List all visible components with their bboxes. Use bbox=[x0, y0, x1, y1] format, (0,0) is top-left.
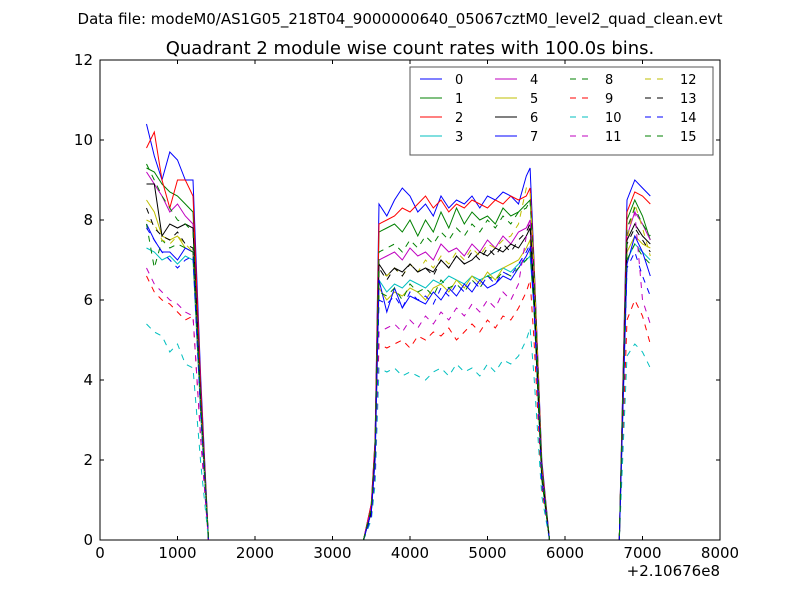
series-line-8-segment-2 bbox=[363, 250, 550, 541]
series-line-4-segment-3 bbox=[611, 210, 651, 541]
legend-label-10: 10 bbox=[605, 111, 622, 126]
series-line-13-segment-2 bbox=[363, 223, 550, 541]
series-line-14-segment-2 bbox=[363, 243, 550, 541]
y-tick-label: 8 bbox=[83, 211, 93, 229]
series-line-7-segment-2 bbox=[363, 246, 550, 541]
series-line-12-segment-2 bbox=[363, 186, 550, 541]
legend-label-9: 9 bbox=[605, 92, 613, 107]
series-line-11-segment-2 bbox=[363, 219, 550, 541]
legend-label-14: 14 bbox=[680, 111, 697, 126]
x-tick-label: 5000 bbox=[468, 544, 506, 562]
legend-label-7: 7 bbox=[530, 130, 538, 145]
series-line-15-segment-1 bbox=[146, 163, 217, 541]
series-line-15-segment-2 bbox=[363, 199, 550, 541]
x-tick-label: 4000 bbox=[391, 544, 429, 562]
series-line-9-segment-2 bbox=[363, 279, 550, 541]
series-line-15-segment-3 bbox=[611, 206, 651, 541]
y-tick-label: 12 bbox=[74, 51, 93, 69]
series-line-12-segment-3 bbox=[611, 202, 651, 541]
series-line-9-segment-3 bbox=[611, 298, 651, 541]
series-line-1-segment-2 bbox=[363, 198, 550, 541]
x-tick-label: 3000 bbox=[313, 544, 351, 562]
plot-lines bbox=[146, 123, 651, 541]
series-line-11-segment-3 bbox=[611, 210, 651, 541]
legend-label-1: 1 bbox=[455, 92, 463, 107]
legend-box bbox=[409, 66, 714, 156]
series-line-10-segment-3 bbox=[611, 343, 651, 541]
legend-label-3: 3 bbox=[455, 130, 463, 145]
legend-label-2: 2 bbox=[455, 111, 463, 126]
series-line-10-segment-2 bbox=[363, 327, 550, 541]
legend-label-5: 5 bbox=[530, 92, 538, 107]
series-line-2-segment-1 bbox=[146, 130, 217, 541]
figure-suptitle: Data file: modeM0/AS1G05_218T04_90000006… bbox=[78, 10, 723, 29]
x-tick-label: 8000 bbox=[701, 544, 739, 562]
legend-label-4: 4 bbox=[530, 73, 538, 88]
legend-label-6: 6 bbox=[530, 111, 538, 126]
series-line-14-segment-1 bbox=[146, 227, 217, 541]
x-tick-label: 1000 bbox=[158, 544, 196, 562]
x-tick-label: 2000 bbox=[236, 544, 274, 562]
series-line-0-segment-2 bbox=[363, 167, 550, 541]
legend-label-13: 13 bbox=[680, 92, 697, 107]
series-line-5-segment-2 bbox=[363, 238, 550, 541]
series-line-8-segment-3 bbox=[611, 242, 651, 541]
chart-title: Quadrant 2 module wise count rates with … bbox=[166, 38, 655, 59]
y-tick-label: 2 bbox=[83, 451, 93, 469]
legend-label-11: 11 bbox=[605, 130, 622, 145]
legend-label-0: 0 bbox=[455, 73, 463, 88]
y-tick-label: 4 bbox=[83, 371, 93, 389]
x-tick-label: 6000 bbox=[546, 544, 584, 562]
x-axis: 0 1000 2000 3000 4000 5000 6000 7000 8000 bbox=[95, 60, 739, 562]
x-tick-label: 7000 bbox=[623, 544, 661, 562]
legend-label-15: 15 bbox=[680, 130, 697, 145]
series-line-11-segment-1 bbox=[146, 267, 217, 541]
y-tick-label: 10 bbox=[74, 131, 93, 149]
series-line-6-segment-2 bbox=[363, 227, 550, 541]
series-line-13-segment-3 bbox=[611, 226, 651, 541]
series-line-14-segment-3 bbox=[611, 250, 651, 541]
legend-label-12: 12 bbox=[680, 73, 697, 88]
series-line-3-segment-3 bbox=[611, 243, 651, 541]
series-line-8-segment-1 bbox=[146, 223, 217, 541]
series-line-10-segment-1 bbox=[146, 323, 217, 541]
series-line-6-segment-3 bbox=[611, 222, 651, 541]
legend-label-8: 8 bbox=[605, 73, 613, 88]
y-tick-label: 6 bbox=[83, 291, 93, 309]
series-line-2-segment-2 bbox=[363, 187, 550, 541]
x-axis-offset-label: +2.10676e8 bbox=[627, 562, 720, 580]
x-tick-label: 0 bbox=[95, 544, 105, 562]
series-line-4-segment-2 bbox=[363, 219, 550, 541]
y-tick-label: 0 bbox=[83, 531, 93, 549]
